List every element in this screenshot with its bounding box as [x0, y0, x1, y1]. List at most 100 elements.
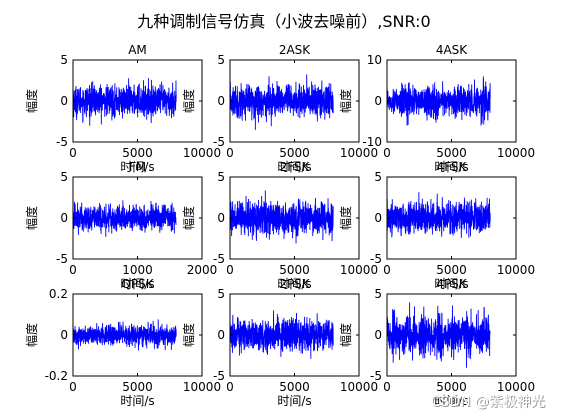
x-tick-label: 1000	[122, 263, 153, 277]
y-tick-label: 0	[60, 211, 68, 225]
y-tick-label: 0	[60, 328, 68, 342]
figure-title: 九种调制信号仿真（小波去噪前）,SNR:0	[137, 12, 430, 31]
signal-trace-4fsk	[386, 192, 491, 238]
x-tick-label: 10000	[497, 380, 535, 394]
x-tick-label: 10000	[340, 263, 378, 277]
y-tick-label: -5	[213, 369, 225, 383]
signal-trace-qpsk	[72, 319, 177, 351]
y-axis-label: 幅度	[338, 323, 353, 347]
x-axis-label: 时间/s	[434, 160, 468, 174]
subplot-title: 2PSK	[279, 277, 310, 291]
y-tick-label: -5	[370, 369, 382, 383]
x-tick-label: 0	[226, 146, 234, 160]
y-tick-label: 0	[217, 328, 225, 342]
x-axis-label: 时间/s	[120, 277, 154, 291]
y-tick-label: 0	[374, 328, 382, 342]
subplot-title: 4FSK	[437, 160, 468, 174]
y-tick-label: 5	[60, 53, 68, 67]
x-tick-label: 0	[226, 380, 234, 394]
y-tick-label: 0	[217, 211, 225, 225]
y-tick-label: -10	[362, 135, 382, 149]
y-tick-label: 0	[60, 94, 68, 108]
subplot-title: FM	[129, 160, 146, 174]
subplot-title: 4PSK	[436, 277, 467, 291]
y-axis-label: 幅度	[338, 89, 353, 113]
y-axis-label: 幅度	[181, 323, 196, 347]
y-tick-label: 5	[217, 170, 225, 184]
x-axis-label: 时间/s	[277, 394, 311, 408]
x-tick-label: 5000	[279, 263, 310, 277]
x-tick-label: 5000	[436, 380, 467, 394]
y-tick-label: 5	[374, 170, 382, 184]
x-tick-label: 10000	[183, 146, 221, 160]
x-tick-label: 0	[383, 380, 391, 394]
subplot-title: AM	[128, 43, 147, 57]
x-axis-label: 时间/s	[277, 277, 311, 291]
x-tick-label: 5000	[279, 380, 310, 394]
subplot-title: 2FSK	[280, 160, 311, 174]
x-tick-label: 10000	[497, 146, 535, 160]
x-tick-label: 10000	[497, 263, 535, 277]
y-axis-label: 幅度	[24, 206, 39, 230]
signal-trace-4psk	[386, 302, 491, 368]
subplot-title: QPSK	[121, 277, 154, 291]
y-tick-label: -5	[370, 252, 382, 266]
y-tick-label: 5	[374, 287, 382, 301]
x-tick-label: 2000	[187, 263, 218, 277]
x-tick-label: 5000	[436, 263, 467, 277]
y-axis-label: 幅度	[24, 89, 39, 113]
y-axis-label: 幅度	[181, 206, 196, 230]
signal-trace-2ask	[229, 74, 334, 130]
y-tick-label: 5	[217, 287, 225, 301]
x-axis-label: 时间/s	[277, 160, 311, 174]
x-axis-label: 时间/s	[434, 277, 468, 291]
subplot-title: 2ASK	[279, 43, 311, 57]
x-tick-label: 0	[226, 263, 234, 277]
y-tick-label: -5	[56, 252, 68, 266]
y-tick-label: -5	[213, 135, 225, 149]
x-tick-label: 10000	[340, 146, 378, 160]
y-tick-label: -5	[56, 135, 68, 149]
signal-trace-am	[72, 78, 177, 126]
y-tick-label: 0	[374, 94, 382, 108]
x-tick-label: 0	[383, 263, 391, 277]
y-tick-label: 5	[60, 170, 68, 184]
x-tick-label: 0	[383, 146, 391, 160]
watermark-shadow: CSDN @紫极神光	[432, 395, 546, 411]
x-axis-label: 时间/s	[120, 394, 154, 408]
x-tick-label: 5000	[279, 146, 310, 160]
x-tick-label: 0	[69, 263, 77, 277]
y-axis-label: 幅度	[181, 89, 196, 113]
signal-trace-2psk	[229, 310, 334, 359]
y-axis-label: 幅度	[338, 206, 353, 230]
x-tick-label: 10000	[183, 380, 221, 394]
x-axis-label: 时间/s	[120, 160, 154, 174]
y-tick-label: 0	[374, 211, 382, 225]
x-tick-label: 10000	[340, 380, 378, 394]
signal-trace-fm	[72, 200, 177, 237]
y-tick-label: 0	[217, 94, 225, 108]
y-tick-label: 5	[217, 53, 225, 67]
y-tick-label: -5	[213, 252, 225, 266]
signal-trace-4ask	[386, 76, 491, 126]
x-axis-label: 时间/s	[434, 394, 468, 408]
watermark: CSDN @紫极神光	[431, 394, 545, 410]
y-tick-label: 0.2	[49, 287, 68, 301]
x-tick-label: 5000	[122, 146, 153, 160]
x-tick-label: 0	[69, 146, 77, 160]
x-tick-label: 0	[69, 380, 77, 394]
y-tick-label: -0.2	[45, 369, 68, 383]
subplot-title: 4ASK	[436, 43, 468, 57]
y-axis-label: 幅度	[24, 323, 39, 347]
